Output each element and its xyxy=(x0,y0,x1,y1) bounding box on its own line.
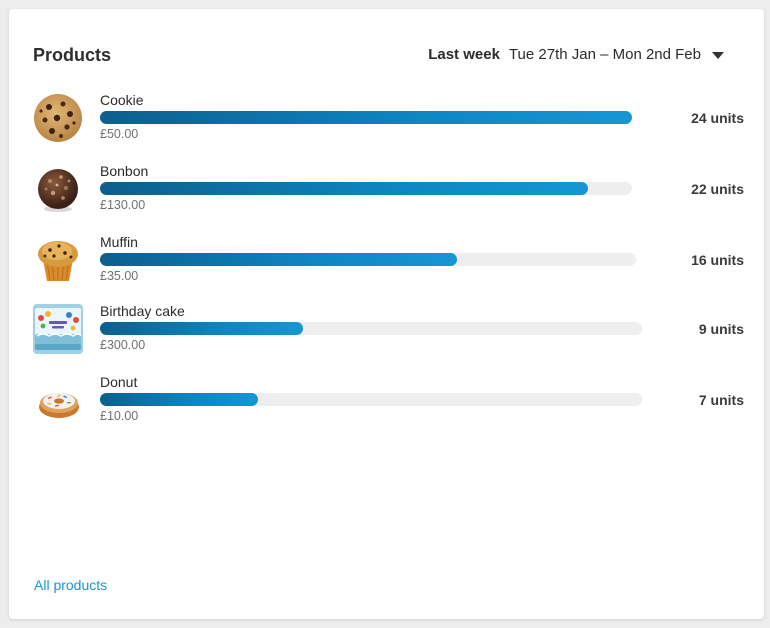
units-sold: 22 units xyxy=(691,181,744,197)
bonbon-image xyxy=(38,169,78,212)
units-sold: 24 units xyxy=(691,110,744,126)
product-price: £35.00 xyxy=(100,269,139,283)
sales-bar xyxy=(100,393,642,406)
units-sold: 16 units xyxy=(691,252,744,268)
product-price: £300.00 xyxy=(100,338,146,352)
card-title: Products xyxy=(33,45,112,65)
units-sold: 9 units xyxy=(698,321,744,337)
sales-bar xyxy=(100,322,642,335)
product-name: Birthday cake xyxy=(100,303,185,319)
sales-bar xyxy=(100,111,632,124)
units-sold: 7 units xyxy=(698,392,744,408)
product-price: £130.00 xyxy=(100,198,146,212)
period-dropdown[interactable]: Last week Tue 27th Jan – Mon 2nd Feb xyxy=(428,46,724,63)
product-name: Muffin xyxy=(100,234,138,250)
birthday-cake-image xyxy=(33,304,83,354)
sales-bar-fill xyxy=(100,182,588,195)
product-row: Cookie £50.00 24 units xyxy=(33,92,744,149)
sales-bar xyxy=(100,253,636,266)
sales-bar-fill xyxy=(100,111,632,124)
period-label: Last week xyxy=(428,46,500,63)
sales-bar-fill xyxy=(100,322,303,335)
sales-bar-fill xyxy=(100,253,457,266)
sales-bar-fill xyxy=(100,393,258,406)
product-name: Cookie xyxy=(100,92,144,108)
sales-bar xyxy=(100,182,632,195)
product-row: Donut £10.00 7 units xyxy=(33,374,744,431)
product-name: Bonbon xyxy=(100,163,149,179)
products-card: Products Last week Tue 27th Jan – Mon 2n… xyxy=(9,9,764,619)
donut-image xyxy=(39,393,79,418)
product-row: Muffin £35.00 16 units xyxy=(33,234,744,291)
chevron-down-icon xyxy=(712,52,724,59)
product-row: Birthday cake £300.00 9 units xyxy=(33,303,744,360)
product-name: Donut xyxy=(100,374,138,390)
product-price: £10.00 xyxy=(100,409,139,423)
muffin-image xyxy=(38,241,78,281)
product-row: Bonbon £130.00 22 units xyxy=(33,163,744,220)
period-range: Tue 27th Jan – Mon 2nd Feb xyxy=(508,46,701,63)
cookie-image xyxy=(34,94,82,142)
product-price: £50.00 xyxy=(100,127,139,141)
all-products-link[interactable]: All products xyxy=(34,577,108,593)
